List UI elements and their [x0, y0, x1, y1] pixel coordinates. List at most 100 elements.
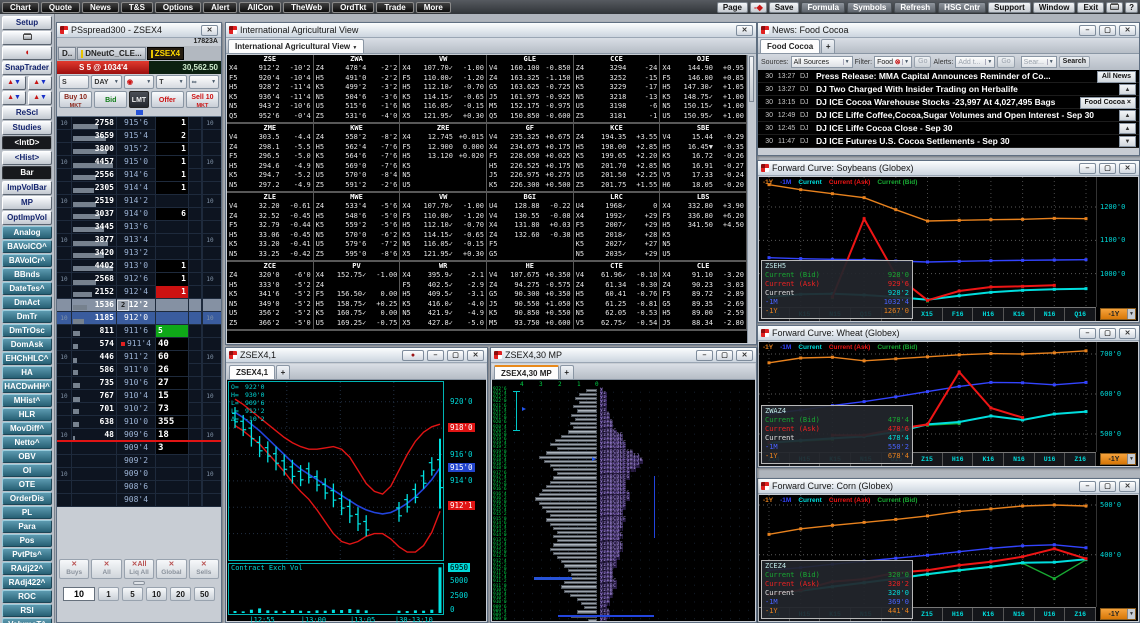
sidebar-item-mp[interactable]: MP — [2, 196, 52, 210]
maximize-icon[interactable]: ▢ — [716, 349, 733, 361]
trade-count-cell[interactable]: 27 — [156, 377, 189, 389]
quote-row[interactable]: K5 114.15✓ -0.65 — [402, 93, 484, 103]
mp-title-bar[interactable]: ZSEX4,30 MP – ▢ ✕ — [491, 348, 756, 363]
quote-row[interactable]: G5 89.35 -2.69 — [662, 300, 744, 310]
sidebar-item-para[interactable]: Para — [2, 520, 52, 533]
mp-row[interactable]: 917'6 yzABCDEFG — [492, 471, 755, 477]
quote-row[interactable]: K5 341'6 -5'2 — [229, 290, 311, 300]
quote-row[interactable]: X5 427.8✓ -5.0 — [402, 319, 484, 329]
price-cell[interactable]: 915'4 — [117, 130, 156, 142]
trade-count-cell[interactable] — [156, 299, 189, 311]
sidebar-item-pl[interactable]: PL — [2, 506, 52, 519]
quote-row[interactable]: K5 2027✓ +27 — [576, 240, 658, 250]
ladder-row[interactable]: 10 2758 915'6 1 10 — [57, 117, 221, 130]
close-icon[interactable]: ✕ — [1119, 24, 1136, 36]
ladder-row[interactable]: 3420 913'2 — [57, 247, 221, 260]
quote-row[interactable]: U5 201.50 +2.25 — [576, 171, 658, 181]
mp-row[interactable]: 917'0 yzABCDEF — [492, 483, 755, 489]
sidebar-item-pos[interactable]: Pos — [2, 534, 52, 547]
minimize-icon[interactable]: – — [1079, 327, 1096, 339]
menu-trade[interactable]: Trade — [376, 1, 414, 13]
mp-row[interactable]: 919'0 yzABCDEFGH — [492, 450, 755, 456]
quote-row[interactable]: G5 163.625 -0.725 — [489, 83, 571, 93]
x-tick-u16[interactable]: U16 — [1035, 608, 1066, 621]
price-cell[interactable]: 910'2 — [117, 403, 156, 415]
quote-row[interactable]: N5 33.25 -0.42 — [229, 250, 311, 260]
quote-row[interactable]: F5 336.80 +6.20 — [662, 212, 744, 222]
red-crescent-icon[interactable]: ◖ — [2, 46, 52, 60]
trade-count-cell[interactable]: 1 — [156, 143, 189, 155]
dom-control-day[interactable]: DAY ▼ — [91, 75, 122, 89]
bid-button[interactable]: Bid — [94, 91, 128, 108]
mid-button[interactable]: LMT — [129, 91, 149, 108]
mp-row[interactable]: 915'6 yzABCDEF — [492, 504, 755, 510]
ladder-row[interactable]: 10 48 909'6 18 10 — [57, 429, 221, 442]
x-tick-f16[interactable]: F16 — [943, 308, 974, 321]
quote-row[interactable]: F5 920'4 -10'4 — [229, 74, 311, 84]
quote-row[interactable]: U5 356'2 -5'2 — [229, 309, 311, 319]
sidebar-item-bavolco[interactable]: BAVolCO^ — [2, 240, 52, 253]
cancel-liq-all[interactable]: ✕All Liq All — [123, 559, 155, 579]
quote-row[interactable]: V4 32.20 -0.61 — [229, 202, 311, 212]
quote-group-cce[interactable]: CCE Z4 3294 -24 H5 3252 -15 K5 3229 -17 N5 3218 -13 U… — [574, 55, 661, 122]
sidebar-item-volumet[interactable]: VolumeT^ — [2, 618, 52, 623]
mp-row[interactable]: 917'4 yzABCDEFG — [492, 475, 755, 481]
price-cell[interactable]: 2 912'2 — [117, 299, 156, 311]
dom-control-t[interactable]: T ▼ — [156, 75, 187, 89]
mp-row[interactable]: 911'6 yzAB — [492, 571, 755, 577]
ladder-row[interactable]: 10 909'0 10 — [57, 468, 221, 481]
ladder-row[interactable]: 735 910'6 27 — [57, 377, 221, 390]
trade-count-cell[interactable] — [156, 312, 189, 325]
close-icon[interactable]: ✕ — [1119, 480, 1136, 492]
quote-row[interactable]: K5 416.0✓ -4.0 — [402, 300, 484, 310]
quote-row[interactable]: U5 570'0 -8'4 — [316, 171, 398, 181]
add-tab-button[interactable]: + — [276, 365, 291, 379]
price-cell[interactable]: 909'6 — [117, 429, 156, 442]
quote-row[interactable]: U5 3198 -6 — [576, 102, 658, 112]
quote-row[interactable]: U4 128.88 -0.22 — [489, 202, 571, 212]
menu-news[interactable]: News — [82, 1, 119, 13]
sidebar-item-roc[interactable]: ROC — [2, 590, 52, 603]
quote-row[interactable]: H5 409.5✓ -3.1 — [402, 290, 484, 300]
quote-row[interactable]: Z4 3294 -24 — [576, 64, 658, 74]
sources-select[interactable]: All Sources ▼ — [790, 56, 853, 68]
sidebar-item-bar[interactable]: Bar — [2, 166, 52, 180]
menu-t-s[interactable]: T&S — [120, 1, 153, 13]
quote-row[interactable]: N5 116.05✓ -0.15 — [402, 102, 484, 112]
x-tick-x15[interactable]: X15 — [912, 308, 943, 321]
filter-select[interactable]: Food ⊗ ▼ — [874, 56, 913, 68]
x-tick-z15[interactable]: Z15 — [912, 608, 943, 621]
maximize-icon[interactable]: ▢ — [1099, 480, 1116, 492]
quote-row[interactable]: U5 — [662, 250, 744, 260]
mp-row[interactable]: 914'0 yzABCDE — [492, 533, 755, 540]
news-row[interactable]: 30 11:47 DJ DJ ICE Futures U.S. Cocoa Settl… — [758, 135, 1139, 148]
quote-row[interactable]: K5 499'2 -3'2 — [316, 83, 398, 93]
trade-count-cell[interactable]: 3 — [156, 442, 189, 454]
mp-row[interactable]: 921'0 yzA — [492, 416, 755, 422]
mp-row[interactable]: 909'0 yz — [492, 617, 755, 621]
quote-row[interactable]: X4 91.10 -3.20 — [662, 271, 744, 281]
quote-row[interactable]: F5 110.00✓ -1.20 — [402, 74, 484, 84]
trade-count-cell[interactable]: 18 — [156, 429, 189, 442]
menu-quote[interactable]: Quote — [40, 1, 80, 13]
menu-chart[interactable]: Chart — [2, 1, 39, 13]
sidebar-item-movdiff[interactable]: MovDiff^ — [2, 422, 52, 435]
price-cell[interactable]: 908'6 — [117, 481, 156, 493]
quote-row[interactable]: H5 147.30✓ +1.05 — [662, 83, 744, 93]
trade-count-cell[interactable]: 26 — [156, 364, 189, 376]
mp-row[interactable]: 919'6 yzABCDE — [492, 437, 755, 443]
go-button[interactable]: Go — [914, 56, 932, 68]
scroll-up-icon[interactable]: ▲ — [1119, 84, 1136, 95]
menu-ordtkt[interactable]: OrdTkt — [332, 1, 375, 13]
trade-count-cell[interactable]: 5 — [156, 325, 189, 337]
quote-row[interactable]: Z4 558'2 -8'2 — [316, 133, 398, 143]
mp-row[interactable]: 922'4 yz — [492, 391, 755, 397]
price-cell[interactable]: 911'2 — [117, 351, 156, 364]
scrollbar[interactable] — [747, 55, 755, 343]
minimize-icon[interactable]: – — [427, 349, 444, 361]
trade-count-cell[interactable]: 1 — [156, 156, 189, 169]
mp-row[interactable]: 922'6 y — [492, 387, 755, 393]
tab-food-cocoa[interactable]: Food Cocoa — [760, 39, 821, 53]
sidebar-item-hlr[interactable]: HLR — [2, 408, 52, 421]
quote-row[interactable]: H5 112.10✓ -0.70 — [402, 221, 484, 231]
